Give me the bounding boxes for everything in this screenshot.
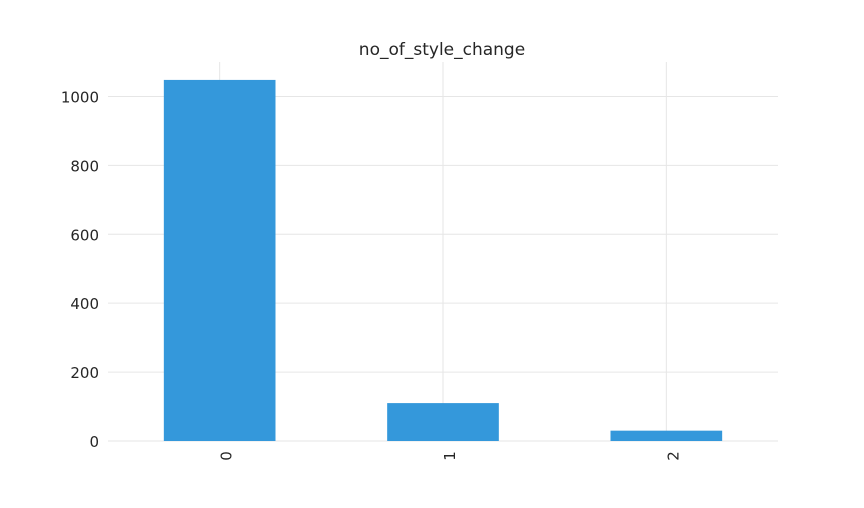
x-tick-label: 1	[441, 451, 459, 461]
y-tick-label: 200	[70, 364, 99, 382]
y-tick-label: 400	[70, 295, 99, 313]
y-axis-ticks: 0 200 400 600 800 1000	[61, 88, 99, 451]
chart-title: no_of_style_change	[359, 40, 525, 60]
y-tick-label: 1000	[61, 88, 99, 106]
bar-2	[610, 430, 723, 441]
y-tick-label: 800	[70, 157, 99, 175]
bars	[163, 79, 723, 441]
x-tick-label: 2	[664, 451, 682, 461]
x-axis-ticks: 0 1 2	[218, 451, 683, 461]
y-tick-label: 0	[89, 433, 99, 451]
y-tick-label: 600	[70, 226, 99, 244]
bar-0	[163, 79, 276, 441]
bar-1	[387, 403, 499, 441]
x-tick-label: 0	[218, 451, 236, 461]
